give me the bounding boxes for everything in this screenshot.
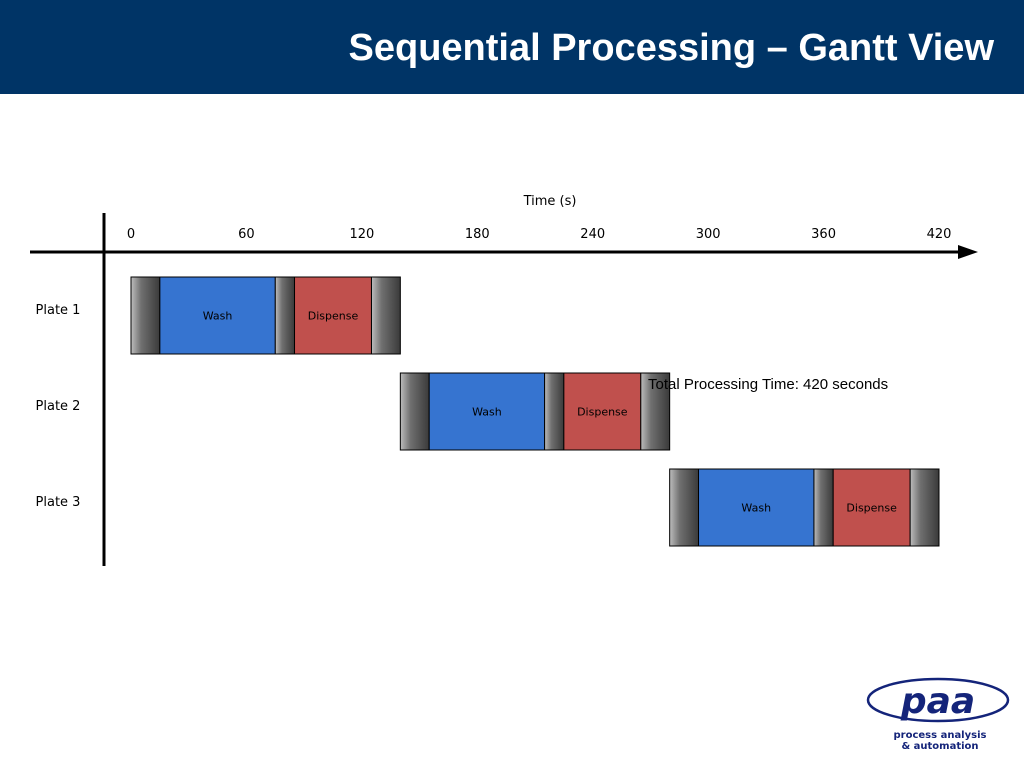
x-tick-label: 300: [696, 227, 721, 242]
transfer-bar: [399, 372, 430, 451]
x-tick-label: 420: [927, 227, 952, 242]
transfer-bar: [669, 468, 700, 547]
paa-logo: paa process analysis & automation: [864, 676, 1014, 756]
dispense-bar: [563, 372, 642, 451]
transfer-bar: [813, 468, 834, 547]
x-tick-label: 180: [465, 227, 490, 242]
bar-label: Dispense: [308, 310, 359, 323]
logo-line-1: process analysis: [894, 730, 987, 741]
row-label: Plate 1: [36, 303, 81, 318]
total-time-note: Total Processing Time: 420 seconds: [648, 376, 889, 393]
gantt-svg: Time (s) 0 60 120 180 240 300 360 420 Plate 1 Plat…: [30, 194, 978, 566]
x-tick-label: 120: [349, 227, 374, 242]
bar-label: Dispense: [846, 502, 897, 515]
x-tick-label: 0: [127, 227, 135, 242]
wash-bar: [159, 276, 276, 355]
x-axis-arrow: [958, 245, 978, 259]
dispense-bar: [832, 468, 911, 547]
transfer-bar: [370, 276, 401, 355]
transfer-bar: [274, 276, 296, 355]
x-tick-label: 240: [580, 227, 605, 242]
x-tick-label: 360: [811, 227, 836, 242]
transfer-bar: [130, 276, 161, 355]
bar-label: Wash: [203, 310, 233, 323]
bar-label: Dispense: [577, 406, 628, 419]
row-label: Plate 2: [36, 399, 81, 414]
transfer-bar: [909, 468, 940, 547]
logo-line-2: & automation: [901, 741, 978, 752]
x-tick-label: 60: [238, 227, 255, 242]
dispense-bar: [294, 276, 372, 355]
gantt-chart: Time (s) 0 60 120 180 240 300 360 420 Plate 1 Plat…: [0, 94, 1024, 594]
transfer-bar: [640, 372, 671, 451]
wash-bar: [698, 468, 815, 547]
x-axis-label: Time (s): [523, 194, 577, 209]
row-label: Plate 3: [36, 495, 81, 510]
bar-label: Wash: [472, 406, 502, 419]
logo-mark: paa: [900, 681, 975, 722]
transfer-bar: [544, 372, 565, 451]
wash-bar: [428, 372, 546, 451]
bar-label: Wash: [741, 502, 771, 515]
title-bar: Sequential Processing – Gantt View: [0, 0, 1024, 94]
slide-title: Sequential Processing – Gantt View: [348, 27, 995, 69]
